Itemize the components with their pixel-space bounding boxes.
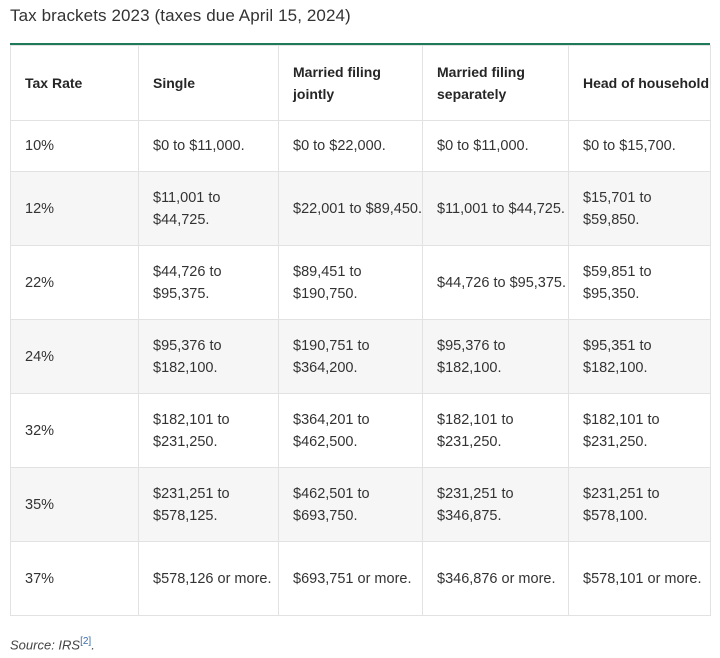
rate-cell: 32% [10,393,139,468]
header-married-separately: Married filing separately [422,45,569,121]
tax-brackets-table: Tax Rate Single Married filing jointly M… [10,43,711,616]
table-cell: $462,501 to $693,750. [278,467,423,542]
rate-cell: 10% [10,120,139,172]
table-cell: $59,851 to $95,350. [568,245,711,320]
table-cell: $190,751 to $364,200. [278,319,423,394]
source-suffix: . [91,637,95,653]
table-cell: $89,451 to $190,750. [278,245,423,320]
rate-cell: 24% [10,319,139,394]
table-cell: $0 to $11,000. [138,120,279,172]
table-cell: $578,126 or more. [138,541,279,616]
table-header-row: Tax Rate Single Married filing jointly M… [10,45,711,121]
table-row: 24% $95,376 to $182,100. $190,751 to $36… [10,319,711,394]
table-cell: $693,751 or more. [278,541,423,616]
rate-cell: 35% [10,467,139,542]
table-cell: $578,101 or more. [568,541,711,616]
rate-cell: 22% [10,245,139,320]
table-cell: $0 to $22,000. [278,120,423,172]
table-cell: $15,701 to $59,850. [568,171,711,246]
table-row: 10% $0 to $11,000. $0 to $22,000. $0 to … [10,120,711,172]
table-cell: $22,001 to $89,450. [278,171,423,246]
table-cell: $231,251 to $346,875. [422,467,569,542]
table-row: 22% $44,726 to $95,375. $89,451 to $190,… [10,245,711,320]
table-cell: $11,001 to $44,725. [138,171,279,246]
table-cell: $11,001 to $44,725. [422,171,569,246]
table-cell: $44,726 to $95,375. [138,245,279,320]
page-title: Tax brackets 2023 (taxes due April 15, 2… [10,6,351,25]
table-cell: $95,376 to $182,100. [422,319,569,394]
table-cell: $231,251 to $578,100. [568,467,711,542]
table-cell: $95,376 to $182,100. [138,319,279,394]
table-row: 12% $11,001 to $44,725. $22,001 to $89,4… [10,171,711,246]
table-row: 35% $231,251 to $578,125. $462,501 to $6… [10,467,711,542]
table-row: 32% $182,101 to $231,250. $364,201 to $4… [10,393,711,468]
header-married-jointly: Married filing jointly [278,45,423,121]
table-cell: $182,101 to $231,250. [138,393,279,468]
header-tax-rate: Tax Rate [10,45,139,121]
source-reference-link[interactable]: [2] [80,636,92,647]
table-row: 37% $578,126 or more. $693,751 or more. … [10,541,711,616]
source-label: Source: IRS [10,637,81,653]
table-cell: $231,251 to $578,125. [138,467,279,542]
table-cell: $95,351 to $182,100. [568,319,711,394]
table-cell: $182,101 to $231,250. [422,393,569,468]
header-single: Single [138,45,279,121]
table-cell: $364,201 to $462,500. [278,393,423,468]
table-cell: $182,101 to $231,250. [568,393,711,468]
source-note: Source: IRS[2]. [10,636,95,652]
header-head-of-household: Head of household [568,45,711,121]
table-cell: $0 to $15,700. [568,120,711,172]
rate-cell: 12% [10,171,139,246]
table-cell: $44,726 to $95,375. [422,245,569,320]
table-cell: $346,876 or more. [422,541,569,616]
rate-cell: 37% [10,541,139,616]
table-cell: $0 to $11,000. [422,120,569,172]
